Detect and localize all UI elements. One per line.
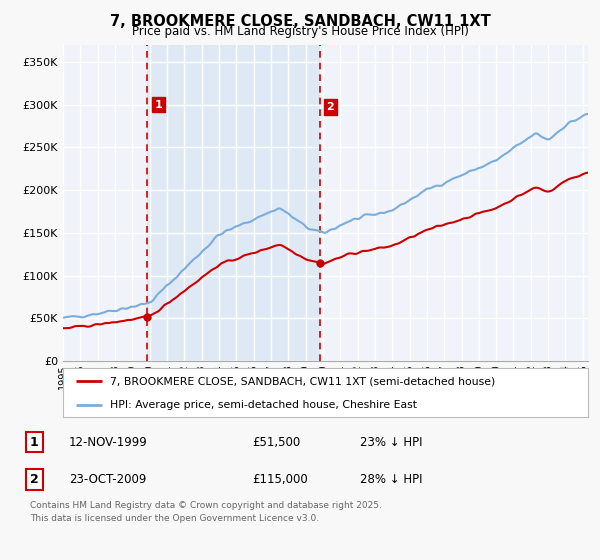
Text: 1: 1: [30, 436, 39, 449]
Text: 23% ↓ HPI: 23% ↓ HPI: [360, 436, 422, 449]
Text: 1: 1: [154, 100, 162, 110]
Text: 23-OCT-2009: 23-OCT-2009: [69, 473, 146, 486]
Text: 12-NOV-1999: 12-NOV-1999: [69, 436, 148, 449]
Bar: [148, 45, 320, 361]
Text: Price paid vs. HM Land Registry's House Price Index (HPI): Price paid vs. HM Land Registry's House …: [131, 25, 469, 38]
Text: 7, BROOKMERE CLOSE, SANDBACH, CW11 1XT: 7, BROOKMERE CLOSE, SANDBACH, CW11 1XT: [110, 14, 490, 29]
Text: £51,500: £51,500: [252, 436, 300, 449]
Text: HPI: Average price, semi-detached house, Cheshire East: HPI: Average price, semi-detached house,…: [110, 400, 417, 410]
Text: Contains HM Land Registry data © Crown copyright and database right 2025.: Contains HM Land Registry data © Crown c…: [30, 502, 382, 511]
Text: This data is licensed under the Open Government Licence v3.0.: This data is licensed under the Open Gov…: [30, 514, 319, 523]
Text: 2: 2: [326, 102, 334, 112]
Text: £115,000: £115,000: [252, 473, 308, 486]
Text: 2: 2: [30, 473, 39, 486]
Text: 28% ↓ HPI: 28% ↓ HPI: [360, 473, 422, 486]
Text: 7, BROOKMERE CLOSE, SANDBACH, CW11 1XT (semi-detached house): 7, BROOKMERE CLOSE, SANDBACH, CW11 1XT (…: [110, 376, 496, 386]
